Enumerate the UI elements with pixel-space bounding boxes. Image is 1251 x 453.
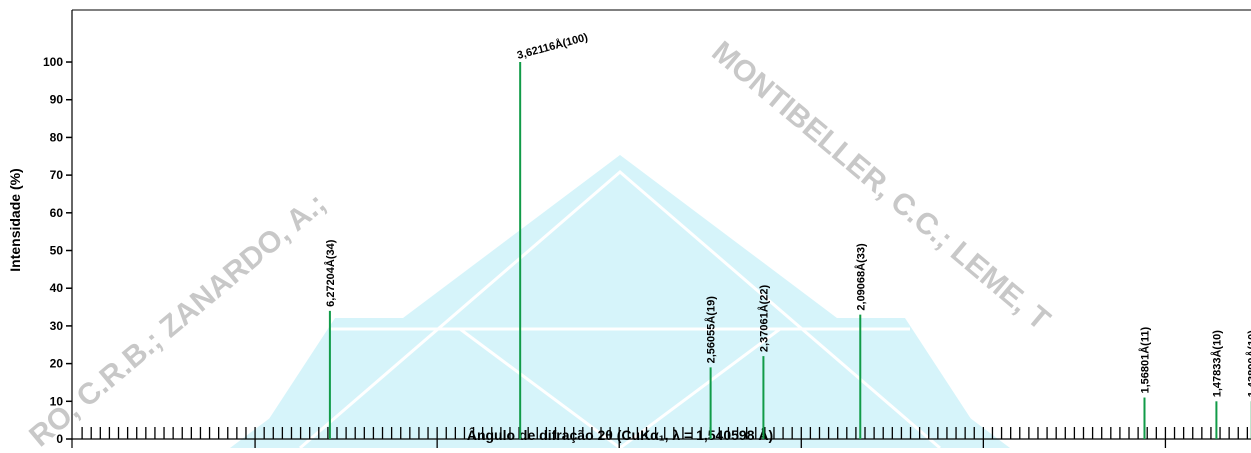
page: MONTIBELLER, C.C.; LEME, T RO, C.R.B.; Z… [0,0,1251,453]
peak-label: 1,56801Å(11) [1138,327,1151,394]
y-tick-label: 100 [43,55,63,69]
y-tick-label: 90 [50,93,64,107]
peak-label: 2,09068Å(33) [854,243,867,311]
y-axis-title: Intensidade (%) [7,168,23,271]
y-tick-label: 40 [50,281,64,295]
peak-label: 6,27204Å(34) [324,239,337,307]
peak-label: 2,37061Å(22) [757,284,770,352]
peak-label: 2,56055Å(19) [705,296,718,364]
peak-label: 1,43890Å(10) [1246,330,1251,398]
y-tick-label: 10 [50,394,64,408]
peak-label: 1,47833Å(10) [1210,330,1223,398]
chart: MONTIBELLER, C.C.; LEME, T RO, C.R.B.; Z… [0,0,1251,448]
y-tick-label: 20 [50,357,64,371]
y-tick-label: 70 [50,168,64,182]
y-tick-label: 60 [50,206,64,220]
peak-label: 3,62116Å(100) [516,30,590,61]
x-axis-title: Ângulo de difração 2θ (CuKα₁, λ = 1,5405… [467,426,773,443]
y-tick-label: 0 [56,432,63,446]
y-tick-label: 30 [50,319,64,333]
y-tick-label: 50 [50,244,64,258]
y-tick-label: 80 [50,130,64,144]
